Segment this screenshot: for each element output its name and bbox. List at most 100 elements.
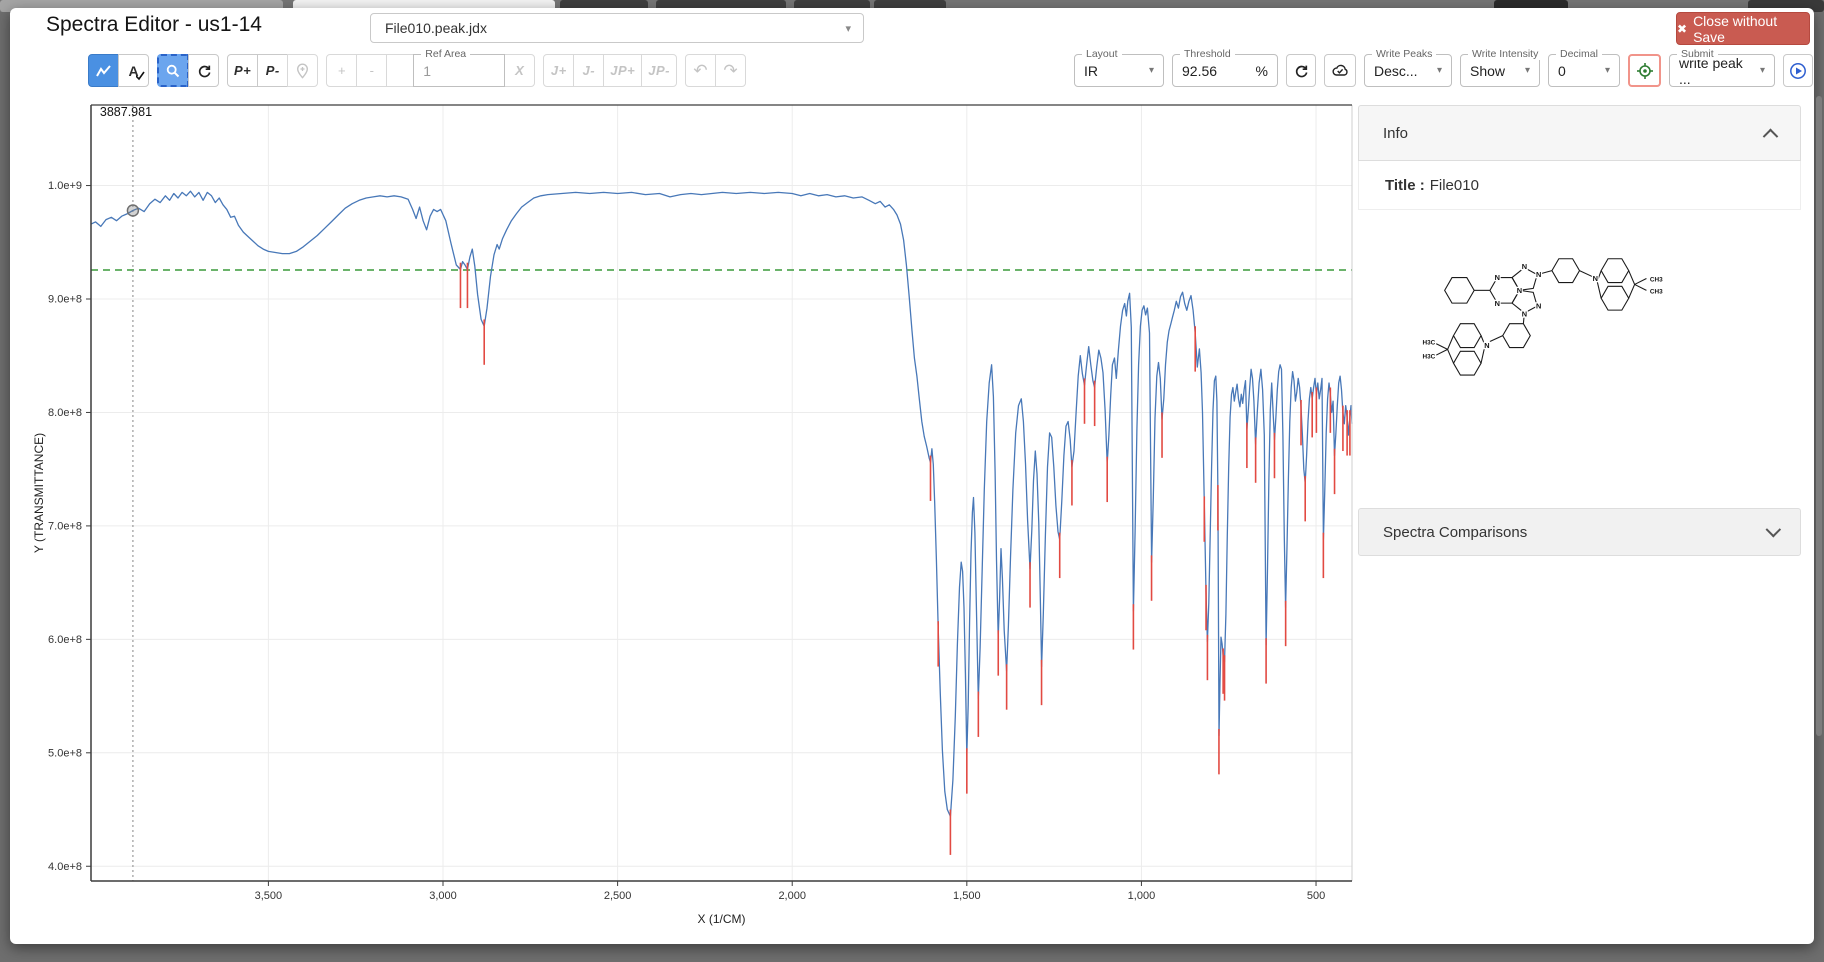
refresh-button[interactable] [1286,54,1316,87]
spacer-button[interactable] [386,54,414,87]
svg-text:2,500: 2,500 [604,890,632,902]
increase-button[interactable]: + [326,54,357,87]
write-peaks-value: Desc... [1374,63,1418,79]
molecule-structure: N N N N N N N N N CH3 CH3 H3C H3C [1358,210,1801,505]
file-selector-dropdown[interactable]: File010.peak.jdx ▾ [370,13,864,43]
methyl-label: CH3 [1650,276,1663,283]
pin-icon [295,63,310,79]
svg-text:8.0e+8: 8.0e+8 [48,407,82,419]
undo-button[interactable]: ↶ [685,54,716,87]
write-peaks-label: Write Peaks [1372,48,1436,60]
threshold-input[interactable]: Threshold 92.56 % [1172,54,1278,87]
j-remove-button[interactable]: J- [573,54,604,87]
threshold-unit: % [1256,63,1268,79]
write-intensity-select[interactable]: Write Intensity Show ▾ [1460,54,1540,87]
zoom-reset-button[interactable] [188,54,219,87]
atom-label-n: N [1495,299,1500,308]
spectrum-curve [91,191,1352,816]
j-add-button[interactable]: J+ [543,54,574,87]
atom-label-n: N [1484,341,1489,350]
atom-label-n: N [1517,286,1522,295]
decimal-value: 0 [1558,63,1566,79]
submit-run-button[interactable] [1783,54,1813,87]
info-header-label: Info [1383,125,1408,142]
cloud-check-icon [1331,63,1349,78]
cursor-marker [127,205,138,216]
atom-label-n: N [1495,273,1500,282]
layout-select[interactable]: Layout IR ▾ [1074,54,1164,87]
methyl-label: H3C [1423,339,1436,346]
spectra-comparisons-header[interactable]: Spectra Comparisons [1358,508,1801,556]
comparisons-label: Spectra Comparisons [1383,524,1527,541]
info-accordion-header[interactable]: Info [1358,105,1801,161]
close-icon: ✖ [1677,22,1687,36]
svg-text:7.0e+8: 7.0e+8 [48,520,82,532]
atom-label-n: N [1593,274,1598,283]
svg-text:3,000: 3,000 [429,890,457,902]
svg-text:1.0e+9: 1.0e+9 [48,180,82,192]
auto-peak-button[interactable]: A [118,54,149,87]
check-wave-icon [136,71,145,81]
layout-value: IR [1084,63,1098,79]
molecule-drawing: N N N N N N N N N CH3 CH3 H3C H3C [1422,232,1737,392]
chevron-down-icon: ▾ [1519,65,1530,76]
spectrum-title-row: Title : File010 [1358,161,1801,210]
multiplier-button[interactable]: X [504,54,535,87]
layout-label: Layout [1082,48,1122,60]
methyl-label: CH3 [1650,288,1663,295]
pin-marker-button[interactable] [287,54,318,87]
close-without-save-button[interactable]: ✖ Close without Save [1676,12,1810,45]
peak-add-button[interactable]: P+ [227,54,258,87]
decimal-label: Decimal [1556,48,1602,60]
svg-text:1,500: 1,500 [953,890,981,902]
peak-remove-button[interactable]: P- [257,54,288,87]
title-label: Title : [1385,177,1425,194]
ref-area-value: 1 [423,63,431,79]
undo-icon: ↶ [693,62,707,79]
svg-text:3,500: 3,500 [255,890,283,902]
file-selector-value: File010.peak.jdx [385,20,487,36]
chevron-down-icon: ▾ [845,22,851,35]
svg-text:6.0e+8: 6.0e+8 [48,634,82,646]
line-chart-icon [96,64,112,78]
predict-target-button[interactable] [1628,54,1661,87]
magnifier-icon [165,63,181,79]
svg-text:5.0e+8: 5.0e+8 [48,747,82,759]
threshold-value: 92.56 [1182,63,1217,79]
write-peaks-select[interactable]: Write Peaks Desc... ▾ [1364,54,1452,87]
page-title: Spectra Editor - us1-14 [46,13,262,37]
settings-toolbar: Layout IR ▾ Threshold 92.56 % Write Peak… [1074,54,1813,87]
atom-label-n: N [1522,309,1527,318]
svg-text:4.0e+8: 4.0e+8 [48,861,82,873]
play-circle-icon [1789,62,1807,80]
submit-select[interactable]: Submit write peak ... ▾ [1669,54,1775,87]
zoom-reset-icon [196,63,212,79]
refresh-icon [1293,63,1309,79]
decrease-button[interactable]: - [356,54,387,87]
zoom-select-button[interactable] [157,54,189,87]
spectrum-chart[interactable]: 3,5003,0002,5002,0001,5001,0005001.0e+99… [30,90,1362,938]
info-panel: Info Title : File010 [1358,105,1801,556]
redo-button[interactable]: ↷ [715,54,746,87]
redo-icon: ↷ [723,62,737,79]
atom-label-n: N [1522,262,1527,271]
chevron-up-icon [1763,128,1779,144]
cursor-annotation: 3887.981 [100,105,152,119]
chevron-down-icon: ▾ [1754,65,1765,76]
y-axis-title: Y (TRANSMITTANCE) [32,433,46,553]
line-mode-button[interactable] [88,54,119,87]
decimal-select[interactable]: Decimal 0 ▾ [1548,54,1620,87]
ref-area-field[interactable]: Ref Area 1 [413,54,505,87]
x-axis-title: X (1/CM) [698,912,746,926]
jp-add-button[interactable]: JP+ [603,54,642,87]
close-button-label: Close without Save [1693,13,1809,45]
ref-area-label: Ref Area [421,48,470,60]
svg-text:500: 500 [1307,890,1325,902]
panel-scrollbar[interactable] [1816,96,1822,736]
methyl-label: H3C [1423,353,1436,360]
jp-remove-button[interactable]: JP- [641,54,677,87]
chevron-down-icon: ▾ [1599,65,1610,76]
chevron-down-icon [1766,521,1782,537]
cloud-save-button[interactable] [1324,54,1356,87]
target-icon [1636,62,1654,80]
